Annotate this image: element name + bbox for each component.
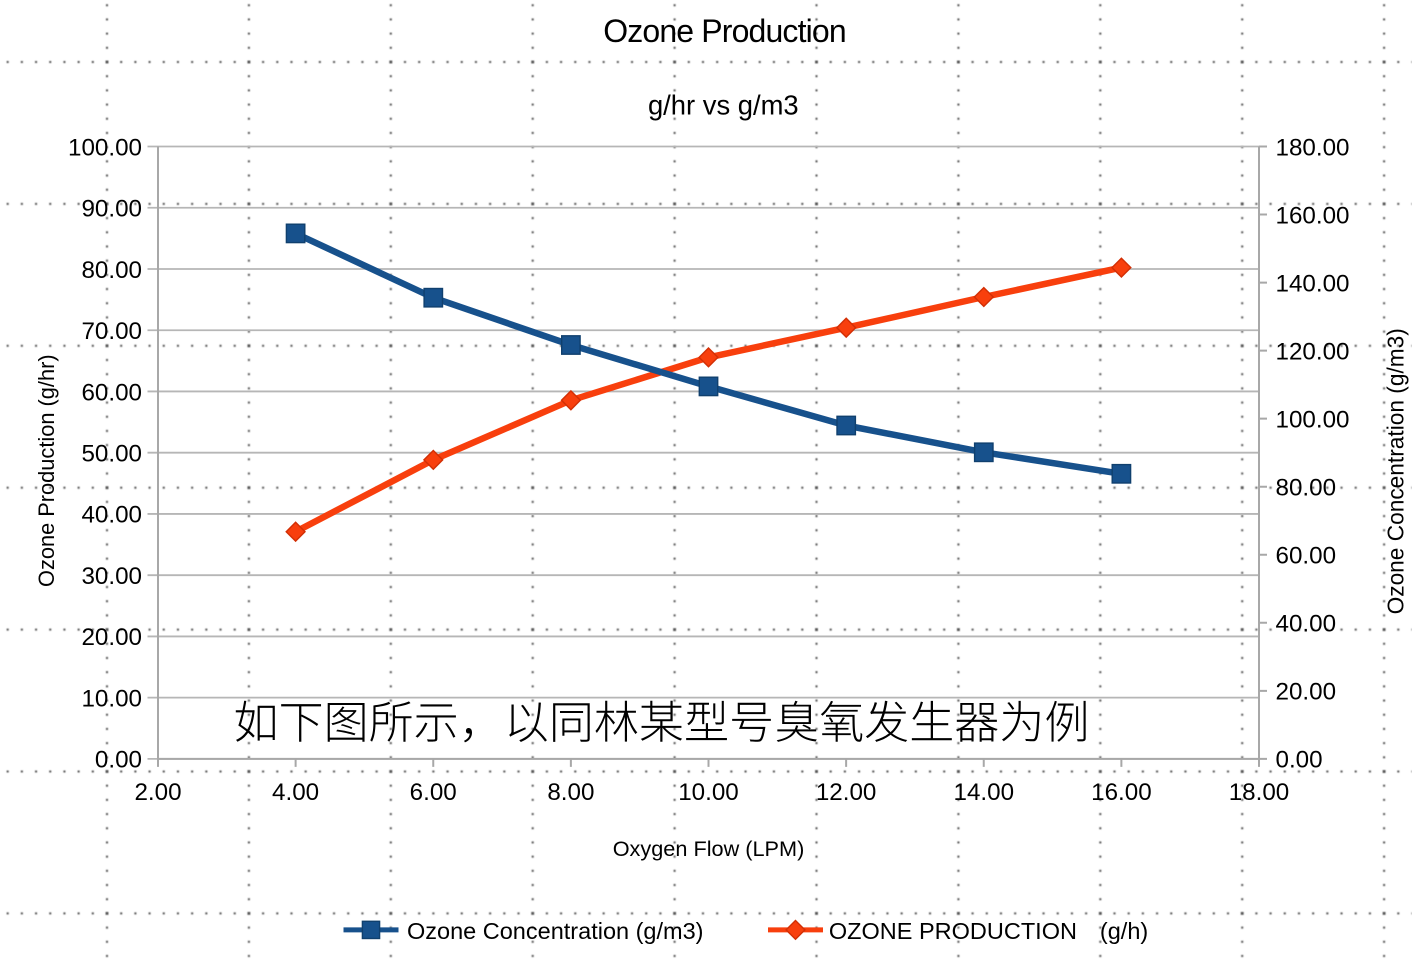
- svg-text:16.00: 16.00: [1091, 779, 1152, 806]
- svg-text:10.00: 10.00: [81, 686, 142, 713]
- svg-text:120.00: 120.00: [1276, 338, 1350, 365]
- svg-text:20.00: 20.00: [1276, 679, 1337, 706]
- svg-text:100.00: 100.00: [1276, 407, 1350, 434]
- svg-text:100.00: 100.00: [68, 134, 142, 161]
- svg-text:10.00: 10.00: [678, 779, 739, 806]
- svg-text:80.00: 80.00: [81, 257, 142, 284]
- svg-text:70.00: 70.00: [81, 318, 142, 345]
- svg-text:90.00: 90.00: [81, 196, 142, 223]
- svg-text:Ozone Production (g/hr): Ozone Production (g/hr): [34, 354, 59, 587]
- svg-text:30.00: 30.00: [81, 563, 142, 590]
- svg-text:40.00: 40.00: [1276, 611, 1337, 638]
- svg-text:14.00: 14.00: [954, 779, 1015, 806]
- svg-text:80.00: 80.00: [1276, 475, 1337, 502]
- svg-text:Ozone Production: Ozone Production: [603, 13, 846, 49]
- svg-text:g/hr vs g/m3: g/hr vs g/m3: [648, 90, 799, 121]
- svg-text:4.00: 4.00: [272, 779, 319, 806]
- svg-text:8.00: 8.00: [547, 779, 594, 806]
- svg-text:160.00: 160.00: [1276, 202, 1350, 229]
- svg-text:60.00: 60.00: [1276, 543, 1337, 570]
- svg-text:180.00: 180.00: [1276, 134, 1350, 161]
- svg-text:60.00: 60.00: [81, 379, 142, 406]
- svg-text:40.00: 40.00: [81, 502, 142, 529]
- svg-text:Ozone Concentration (g/m3): Ozone Concentration (g/m3): [407, 918, 704, 944]
- svg-text:18.00: 18.00: [1229, 779, 1290, 806]
- svg-text:6.00: 6.00: [410, 779, 457, 806]
- svg-text:(g/h): (g/h): [1100, 918, 1148, 944]
- svg-text:Ozone Concentration (g/m3): Ozone Concentration (g/m3): [1383, 328, 1409, 614]
- svg-text:2.00: 2.00: [134, 779, 181, 806]
- svg-text:12.00: 12.00: [816, 779, 877, 806]
- svg-text:Oxygen Flow (LPM): Oxygen Flow (LPM): [613, 836, 805, 861]
- svg-text:0.00: 0.00: [1276, 747, 1323, 774]
- svg-text:20.00: 20.00: [81, 624, 142, 651]
- svg-text:OZONE PRODUCTION: OZONE PRODUCTION: [829, 918, 1077, 944]
- svg-text:140.00: 140.00: [1276, 270, 1350, 297]
- svg-text:50.00: 50.00: [81, 441, 142, 468]
- svg-text:0.00: 0.00: [95, 747, 142, 774]
